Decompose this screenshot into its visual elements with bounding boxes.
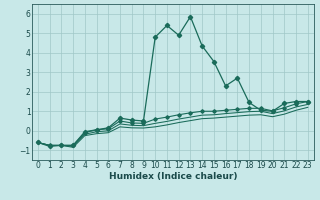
X-axis label: Humidex (Indice chaleur): Humidex (Indice chaleur) [108, 172, 237, 181]
